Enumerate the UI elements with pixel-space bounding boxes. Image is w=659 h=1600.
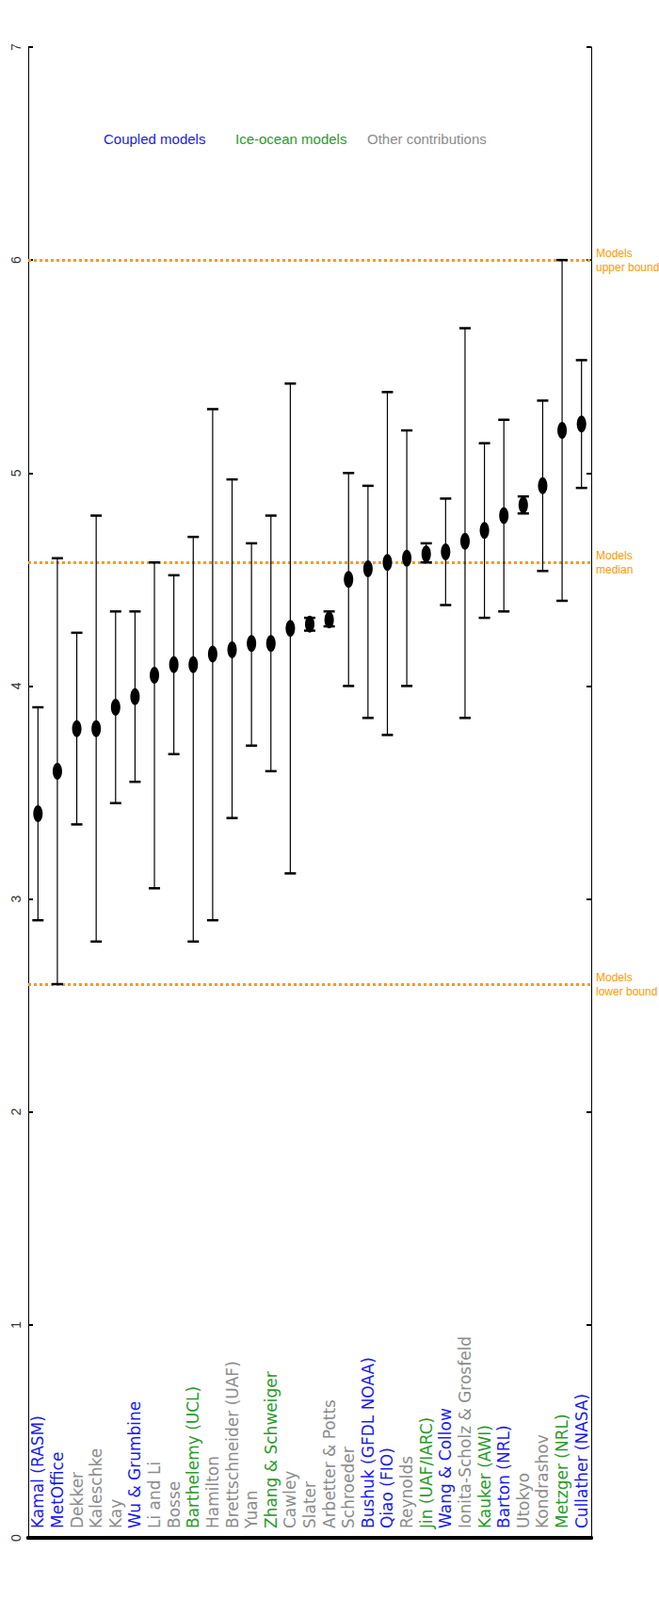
svg-text:Kamal (RASM): Kamal (RASM): [28, 1414, 48, 1528]
svg-text:Kay: Kay: [106, 1498, 126, 1528]
svg-text:Jin (UAF/IARC): Jin (UAF/IARC): [417, 1416, 436, 1529]
svg-text:Brettschneider (UAF): Brettschneider (UAF): [223, 1360, 242, 1528]
svg-text:Kauker (AWI): Kauker (AWI): [475, 1424, 495, 1528]
svg-text:Li and Li: Li and Li: [144, 1461, 164, 1528]
svg-text:Yuan: Yuan: [241, 1490, 261, 1529]
svg-text:1: 1: [8, 1320, 24, 1329]
svg-text:lower bound: lower bound: [595, 984, 658, 998]
svg-text:Other contributions: Other contributions: [367, 130, 487, 147]
svg-text:MetOffice: MetOffice: [48, 1451, 67, 1528]
svg-text:2: 2: [8, 1108, 24, 1116]
svg-text:Utokyo: Utokyo: [514, 1472, 533, 1528]
svg-text:4: 4: [8, 681, 24, 690]
svg-text:Bosse: Bosse: [164, 1480, 184, 1528]
svg-text:Qiao (FIO): Qiao (FIO): [377, 1446, 397, 1528]
svg-text:0: 0: [8, 1533, 24, 1542]
svg-text:Wang & Collow: Wang & Collow: [435, 1407, 455, 1528]
svg-text:Models: Models: [595, 970, 633, 984]
svg-text:Cawley: Cawley: [280, 1470, 300, 1528]
svg-text:3: 3: [8, 894, 24, 902]
svg-text:Cullather (NASA): Cullather (NASA): [572, 1393, 592, 1528]
svg-text:Ionita-Scholz & Grosfeld: Ionita-Scholz & Grosfeld: [455, 1335, 475, 1528]
svg-text:Models: Models: [595, 548, 633, 563]
svg-text:Barthelemy (UCL): Barthelemy (UCL): [183, 1385, 203, 1528]
svg-text:Barton (NRL): Barton (NRL): [494, 1424, 514, 1528]
svg-text:Zhang & Schweiger: Zhang & Schweiger: [261, 1370, 281, 1528]
svg-text:7: 7: [8, 43, 24, 51]
svg-text:Ice-ocean models: Ice-ocean models: [235, 130, 347, 147]
svg-text:Slater: Slater: [300, 1480, 320, 1528]
svg-text:Models: Models: [595, 246, 633, 260]
svg-text:median: median: [595, 562, 633, 577]
svg-text:upper bound: upper bound: [595, 260, 659, 274]
svg-text:Dekker: Dekker: [67, 1471, 87, 1528]
svg-text:Metzger (NRL): Metzger (NRL): [552, 1413, 572, 1528]
svg-text:Arbetter & Potts: Arbetter & Potts: [320, 1398, 339, 1528]
svg-text:Kondrashov: Kondrashov: [532, 1433, 552, 1528]
svg-text:6: 6: [8, 256, 24, 264]
svg-text:Schroeder: Schroeder: [338, 1446, 358, 1528]
svg-text:Bushuk (GFDL NOAA): Bushuk (GFDL NOAA): [358, 1356, 378, 1528]
svg-text:Reynolds: Reynolds: [397, 1455, 417, 1528]
svg-text:Kaleschke: Kaleschke: [86, 1447, 106, 1528]
svg-text:Hamilton: Hamilton: [203, 1455, 223, 1528]
svg-text:Wu & Grumbine: Wu & Grumbine: [125, 1400, 145, 1528]
svg-text:5: 5: [8, 468, 24, 477]
svg-text:Coupled models: Coupled models: [103, 130, 206, 147]
